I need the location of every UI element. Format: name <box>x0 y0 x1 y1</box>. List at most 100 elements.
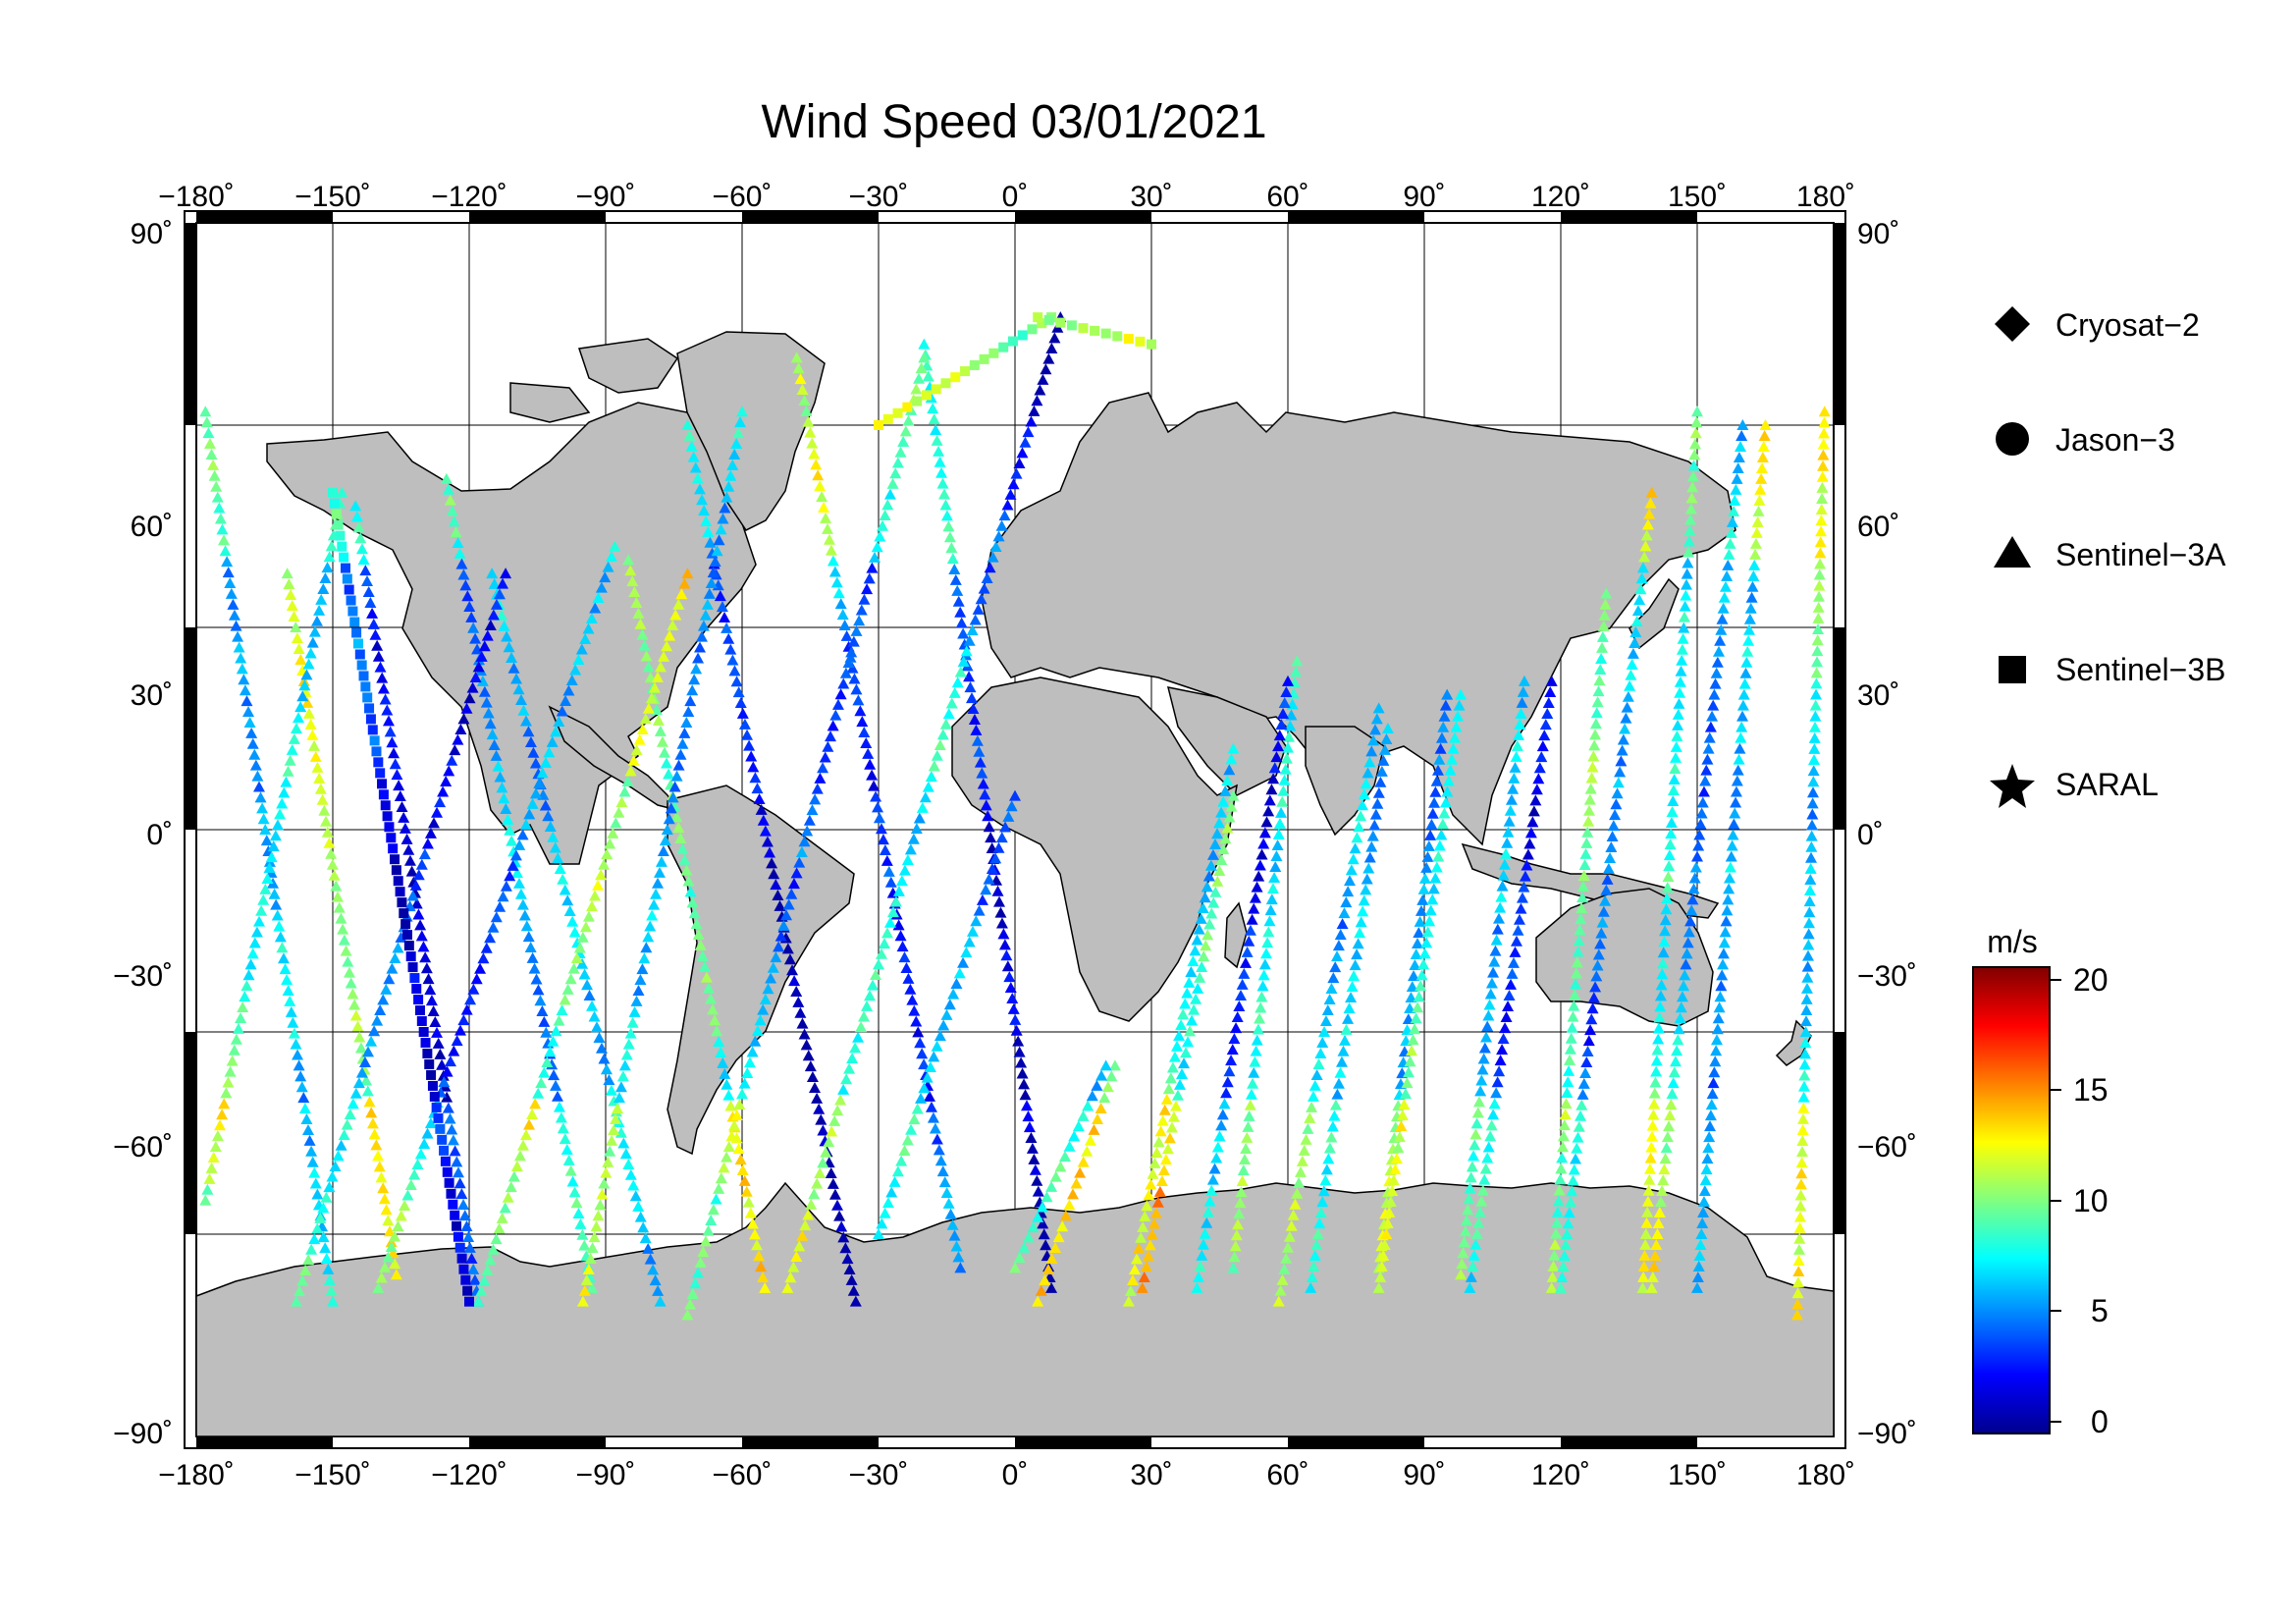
triangle-marker <box>869 551 881 563</box>
triangle-marker <box>1673 697 1685 709</box>
triangle-marker <box>567 962 580 974</box>
triangle-marker <box>1177 1008 1190 1020</box>
triangle-marker <box>1736 419 1749 430</box>
triangle-marker <box>928 413 940 425</box>
square-marker <box>454 1242 465 1253</box>
triangle-marker <box>1098 1092 1111 1104</box>
satellite-legend: Cryosat−2 Jason−3 Sentinel−3A Sentinel−3… <box>1990 306 2226 808</box>
triangle-marker <box>1626 658 1638 670</box>
triangle-marker <box>1184 1025 1197 1037</box>
triangle-marker <box>402 843 415 855</box>
triangle-marker <box>1550 1227 1563 1239</box>
triangle-marker <box>765 972 777 984</box>
triangle-marker <box>582 910 595 922</box>
triangle-marker <box>619 1148 632 1160</box>
square-marker <box>940 378 951 389</box>
diamond-icon <box>1995 306 2030 342</box>
triangle-marker <box>205 1162 218 1173</box>
triangle-marker <box>1151 1196 1164 1208</box>
square-marker <box>375 768 386 779</box>
triangle-marker <box>1600 884 1613 895</box>
triangle-marker <box>1001 960 1014 972</box>
triangle-marker <box>755 1261 768 1272</box>
triangle-marker <box>1590 707 1603 719</box>
triangle-marker <box>697 1246 710 1258</box>
triangle-marker <box>1817 449 1830 460</box>
triangle-marker <box>392 942 404 953</box>
triangle-marker <box>357 554 370 566</box>
triangle-marker <box>913 812 926 824</box>
triangle-marker <box>361 575 374 587</box>
triangle-marker <box>1803 885 1816 896</box>
triangle-marker <box>804 426 817 438</box>
triangle-marker <box>983 821 995 833</box>
square-marker <box>418 1027 429 1037</box>
triangle-marker <box>366 607 379 619</box>
triangle-marker <box>1334 929 1347 941</box>
triangle-marker <box>575 643 588 655</box>
triangle-marker <box>427 1005 440 1017</box>
triangle-marker <box>972 603 985 615</box>
triangle-marker <box>817 1157 829 1168</box>
triangle-marker <box>450 526 462 538</box>
triangle-marker <box>322 1263 335 1274</box>
triangle-marker <box>1365 840 1378 852</box>
triangle-marker <box>874 530 886 542</box>
triangle-marker <box>1578 858 1591 870</box>
triangle-marker <box>1640 529 1653 541</box>
triangle-marker <box>580 1273 593 1285</box>
triangle-marker <box>1068 1130 1081 1142</box>
triangle-marker <box>1502 1001 1515 1012</box>
triangle-marker <box>1029 1163 1041 1175</box>
triangle-marker <box>576 1295 589 1307</box>
triangle-marker <box>1508 772 1521 784</box>
triangle-marker <box>901 1134 914 1146</box>
triangle-marker <box>1589 718 1602 730</box>
triangle-marker <box>1142 1250 1154 1262</box>
triangle-marker <box>1681 568 1693 579</box>
triangle-marker <box>352 1077 365 1089</box>
triangle-marker <box>718 1162 730 1173</box>
triangle-marker <box>269 830 282 841</box>
square-marker <box>969 359 980 370</box>
triangle-marker <box>354 532 367 544</box>
triangle-marker <box>1672 1034 1684 1046</box>
triangle-marker <box>1124 1284 1137 1296</box>
triangle-marker <box>377 682 390 694</box>
triangle-marker <box>297 1092 310 1104</box>
triangle-marker <box>704 993 717 1004</box>
triangle-marker <box>349 500 362 512</box>
triangle-marker <box>1366 830 1379 841</box>
triangle-marker <box>1513 729 1525 740</box>
triangle-marker <box>782 898 795 910</box>
square-marker <box>422 1048 433 1058</box>
triangle-marker <box>1675 1001 1687 1013</box>
triangle-marker <box>951 676 964 688</box>
triangle-marker <box>1570 978 1582 990</box>
triangle-marker <box>1741 645 1754 657</box>
triangle-marker <box>1027 1221 1040 1233</box>
land-madagascar <box>1224 901 1248 969</box>
triangle-marker <box>800 1039 813 1051</box>
triangle-marker <box>770 879 782 891</box>
triangle-marker <box>1221 1076 1234 1088</box>
triangle-marker <box>1496 880 1509 892</box>
triangle-marker <box>910 1015 923 1027</box>
triangle-marker <box>504 870 516 882</box>
triangle-marker <box>1138 1271 1150 1283</box>
triangle-marker <box>966 925 979 937</box>
triangle-marker <box>1211 828 1224 839</box>
triangle-marker <box>1584 783 1597 794</box>
triangle-marker <box>406 890 419 901</box>
triangle-marker <box>1013 1046 1026 1057</box>
triangle-marker <box>1217 843 1230 855</box>
triangle-marker <box>517 704 530 716</box>
triangle-marker <box>1418 947 1431 959</box>
triangle-marker <box>1703 1131 1716 1143</box>
triangle-marker <box>313 772 326 784</box>
triangle-marker <box>1048 332 1061 344</box>
triangle-marker <box>1668 773 1681 784</box>
x-tick-label-bottom: −180˚ <box>158 1459 235 1491</box>
triangle-marker <box>1291 655 1304 667</box>
square-marker <box>1007 336 1018 347</box>
